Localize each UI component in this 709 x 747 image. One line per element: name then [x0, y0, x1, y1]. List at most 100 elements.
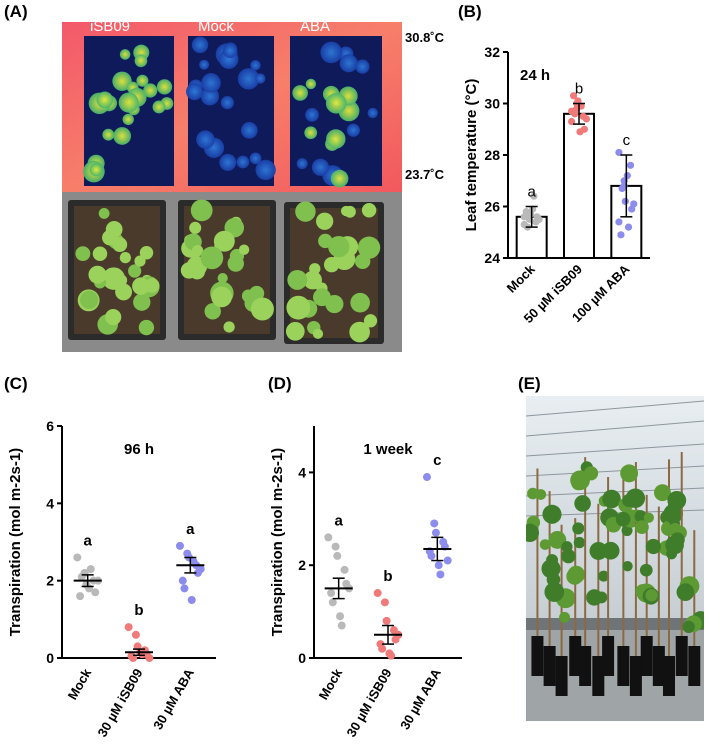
thermal-leaf	[292, 85, 308, 101]
grapevine-leaf	[615, 511, 631, 527]
data-point	[178, 576, 187, 585]
pot	[555, 656, 568, 696]
data-point	[431, 528, 440, 537]
plant-leaf	[323, 257, 340, 273]
grapevine-leaf	[561, 548, 576, 564]
data-point	[85, 584, 94, 593]
y-axis-label: Transpiration (mol m-2s-1)	[7, 448, 24, 636]
thermal-leaf	[240, 122, 258, 139]
treatment-label-mock: Mock	[198, 18, 234, 35]
grapevine-leaf	[572, 522, 585, 535]
thermal-leaf	[255, 73, 266, 84]
chart-b: 24 26 28 30 32 Leaf temperature (°C) 24 h a Mock…	[463, 44, 650, 326]
y-tick-label: 2	[298, 557, 306, 573]
thermal-leaf	[186, 83, 204, 101]
grapevine-leaf	[621, 525, 633, 537]
thermal-leaf	[113, 127, 132, 145]
plant-leaf	[191, 244, 204, 257]
significance-letter: b	[575, 81, 583, 98]
plant-leaf	[303, 270, 322, 290]
thermal-leaf	[236, 155, 250, 169]
data-point	[124, 623, 133, 632]
thermal-leaf	[305, 107, 319, 122]
thermal-leaf	[250, 60, 261, 71]
plant-leaf	[98, 207, 110, 219]
significance-letter: c	[433, 452, 441, 469]
plant-leaf	[350, 292, 370, 313]
grapevine-leaf	[559, 611, 571, 623]
grapevine-leaf	[527, 487, 539, 500]
data-point	[624, 223, 633, 231]
plant-leaf	[115, 283, 133, 301]
plant-leaf	[211, 286, 232, 308]
grapevine-leaf	[539, 539, 551, 550]
data-point	[327, 589, 336, 598]
thermal-leaf	[112, 71, 132, 91]
thermal-leaf	[367, 107, 378, 119]
grapevine-leaf	[645, 538, 661, 555]
thermal-leaf	[255, 159, 276, 181]
grapevine-leaf	[601, 541, 620, 560]
grapevine-leaf	[622, 560, 633, 572]
panel-label-d: (D)	[268, 374, 292, 393]
data-point	[568, 117, 576, 126]
grapevine-leaf	[667, 490, 687, 510]
x-tick-label: 30 µM ABA	[150, 665, 197, 732]
pot	[675, 636, 688, 676]
pot	[602, 636, 615, 676]
data-point	[430, 519, 439, 528]
data-point	[535, 215, 543, 223]
grapevine-leaf	[598, 570, 610, 582]
plant-leaf	[204, 303, 221, 320]
y-axis-label: Transpiration (mol m-2s-1)	[269, 448, 286, 636]
data-point	[189, 557, 198, 566]
plant-leaf	[357, 236, 381, 259]
grapevine-leaf	[595, 591, 608, 604]
thermal-leaf	[136, 74, 149, 87]
plant-leaf	[128, 264, 142, 278]
grapevine-leaf	[567, 565, 586, 584]
x-tick-label: 30 µM iSB09	[95, 666, 146, 739]
plant-leaf	[139, 245, 154, 260]
grapevine-leaf	[676, 583, 695, 601]
y-tick-label: 6	[46, 418, 54, 434]
thermal-leaf	[304, 126, 318, 140]
thermal-leaf	[152, 100, 166, 114]
y-tick-label: 4	[46, 495, 54, 511]
grapevine-leaf	[542, 504, 562, 524]
bar	[563, 112, 595, 259]
data-point	[91, 588, 100, 597]
y-tick-label: 30	[484, 96, 500, 112]
plant-leaf	[189, 221, 202, 234]
data-point	[434, 561, 443, 570]
panel-label-c: (C)	[4, 374, 28, 393]
thermal-leaf	[249, 152, 262, 165]
thermal-leaf	[355, 59, 370, 74]
treatment-label-aba: ABA	[300, 18, 331, 35]
x-tick-label: 30 µM iSB09	[344, 666, 395, 739]
pot	[640, 636, 653, 676]
plant-photo	[62, 192, 402, 352]
temp-scale-max: 30.8˚C	[405, 30, 445, 45]
data-point	[529, 205, 537, 213]
thermal-leaf	[199, 59, 210, 70]
data-point	[337, 621, 346, 630]
temp-scale-min: 23.7˚C	[405, 167, 445, 182]
plant-leaf	[223, 321, 235, 333]
pot	[617, 646, 630, 686]
pot	[592, 656, 605, 696]
plant-leaf	[316, 212, 334, 230]
grapevine-leaf	[573, 536, 586, 549]
plant-leaf	[105, 221, 123, 238]
significance-letter: a	[186, 521, 195, 538]
data-point	[427, 551, 436, 560]
plant-leaf	[313, 288, 331, 307]
thermal-leaf	[339, 54, 358, 73]
pot	[579, 646, 592, 686]
grapevine-leaf	[634, 510, 647, 523]
grapevine-leaf	[520, 523, 540, 543]
data-point	[86, 565, 95, 574]
grapevine-leaf	[544, 582, 565, 602]
data-point	[373, 589, 382, 598]
thermal-leaf	[118, 92, 139, 113]
